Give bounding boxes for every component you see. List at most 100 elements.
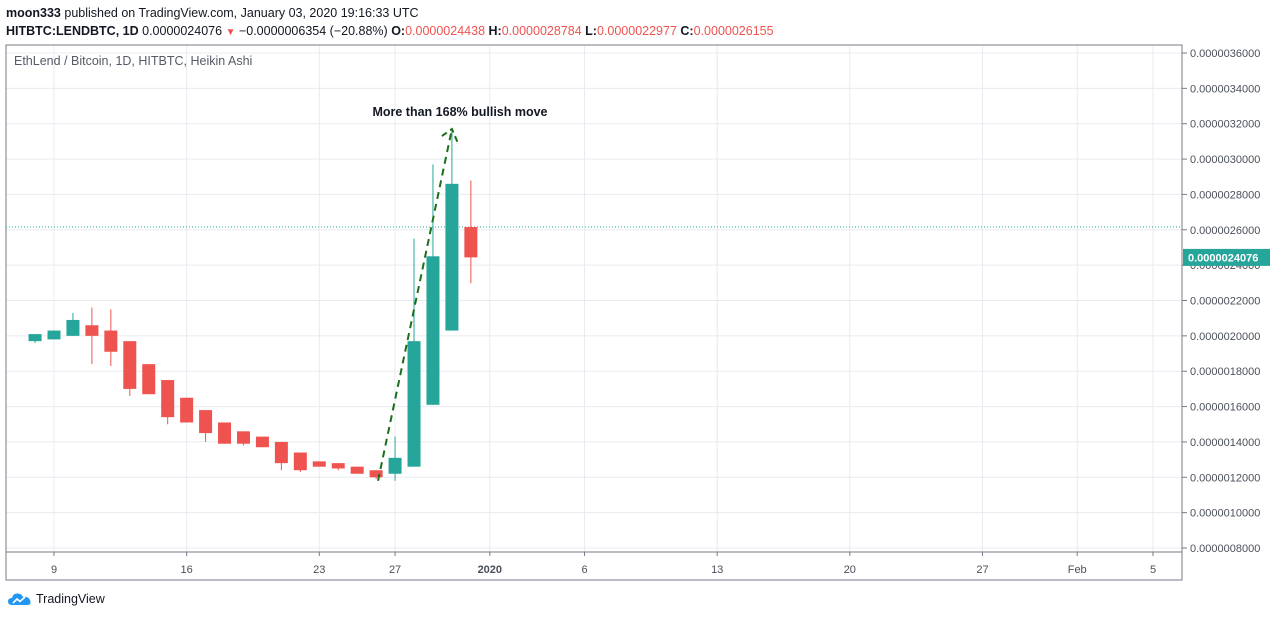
candle-up — [388, 436, 402, 481]
time-tick-label: 5 — [1150, 564, 1156, 576]
candle-up — [47, 330, 61, 340]
time-tick-label: 20 — [844, 564, 856, 576]
candle-body — [369, 470, 383, 478]
candles — [28, 129, 478, 481]
candle-down — [293, 452, 307, 472]
price-tick-label: 0.0000026000 — [1190, 225, 1260, 237]
publisher-user[interactable]: moon333 — [6, 6, 61, 20]
candle-down — [369, 470, 383, 480]
candle-body — [85, 325, 99, 336]
candle-down — [104, 309, 118, 366]
annotation-arrow-head — [441, 127, 459, 144]
price-tick-label: 0.0000022000 — [1190, 296, 1260, 308]
candle-body — [28, 334, 42, 342]
candle-down — [161, 380, 175, 425]
close-label: C: — [680, 24, 694, 38]
candle-body — [142, 364, 156, 395]
candle-body — [218, 422, 232, 444]
candle-body — [47, 330, 61, 340]
price-tick-label: 0.0000016000 — [1190, 402, 1260, 414]
low-label: L: — [585, 24, 597, 38]
candle-down — [218, 422, 232, 444]
time-tick-label: 27 — [389, 564, 401, 576]
last-price-badge: 0.0000024076 — [1183, 248, 1270, 266]
candle-down — [199, 410, 213, 442]
time-tick-label: 13 — [711, 564, 723, 576]
symbol-name: HITBTC:LENDBTC, 1D — [6, 24, 139, 38]
candle-down — [312, 461, 326, 467]
chart-header: moon333 published on TradingView.com, Ja… — [6, 4, 1274, 42]
price-axis[interactable]: 0.0000036000 0.0000034000 0.0000032000 0.00… — [1182, 48, 1260, 555]
legend-title: EthLend / Bitcoin, 1D, HITBTC, Heikin As… — [14, 54, 252, 68]
grid — [6, 45, 1182, 552]
low-value: 0.0000022977 — [596, 24, 677, 38]
time-tick-label: Feb — [1068, 564, 1087, 576]
candle-up — [407, 238, 421, 467]
high-value: 0.0000028784 — [501, 24, 582, 38]
price-tick-label: 0.0000030000 — [1190, 154, 1260, 166]
price-tick-label: 0.0000034000 — [1190, 83, 1260, 95]
open-value: 0.0000024438 — [405, 24, 486, 38]
candle-body — [199, 410, 213, 434]
candle-down — [274, 441, 288, 471]
candle-body — [464, 227, 478, 258]
price-tick-label: 0.0000014000 — [1190, 437, 1260, 449]
candle-body — [104, 330, 118, 352]
candle-body — [388, 457, 402, 474]
price-tick-label: 0.0000018000 — [1190, 366, 1260, 378]
candle-body — [274, 441, 288, 464]
publisher-text: published on TradingView.com, January 03… — [60, 6, 419, 20]
plot-area-border — [5, 44, 1183, 553]
close-value: 0.0000026155 — [693, 24, 774, 38]
cloud-logo-icon — [8, 593, 31, 605]
price-tick-label: 0.0000036000 — [1190, 48, 1260, 60]
candle-down — [123, 341, 137, 396]
candle-body — [312, 461, 326, 467]
candle-body — [123, 341, 137, 389]
candle-up — [426, 164, 440, 405]
candle-body — [180, 397, 194, 423]
candle-body — [66, 319, 80, 336]
branding-text: TradingView — [36, 592, 105, 606]
candle-down — [142, 364, 156, 395]
time-tick-label: 6 — [581, 564, 587, 576]
down-arrow-icon: ▼ — [225, 27, 236, 38]
candle-body — [445, 183, 459, 331]
candle-up — [445, 129, 459, 331]
candle-body — [426, 256, 440, 405]
candle-down — [180, 397, 194, 423]
high-label: H: — [488, 24, 502, 38]
candle-down — [255, 436, 269, 448]
symbol-line: HITBTC:LENDBTC, 1D 0.0000024076 ▼ −0.000… — [6, 22, 1274, 42]
time-tick-label: 9 — [51, 564, 57, 576]
time-tick-label: 27 — [976, 564, 988, 576]
candle-body — [407, 341, 421, 467]
candle-up — [66, 312, 80, 336]
tradingview-logo[interactable]: TradingView — [8, 592, 105, 606]
candle-down — [236, 431, 250, 446]
time-tick-label: 2020 — [478, 564, 502, 576]
time-axis[interactable]: 9 16 23 27 2020 6 13 20 27 Feb 5 — [51, 552, 1156, 576]
candle-body — [350, 466, 364, 474]
time-tick-label: 16 — [181, 564, 193, 576]
candle-down — [464, 180, 478, 284]
candle-body — [255, 436, 269, 448]
time-tick-label: 23 — [313, 564, 325, 576]
last-price: 0.0000024076 — [142, 24, 223, 38]
candle-down — [350, 466, 364, 474]
publisher-line: moon333 published on TradingView.com, Ja… — [6, 4, 1274, 22]
candle-body — [331, 463, 345, 469]
price-tick-label: 0.0000012000 — [1190, 472, 1260, 484]
price-tick-label: 0.0000020000 — [1190, 331, 1260, 343]
last-price-badge-text: 0.0000024076 — [1188, 252, 1258, 264]
candle-down — [85, 307, 99, 365]
price-tick-label: 0.0000028000 — [1190, 189, 1260, 201]
candle-body — [293, 452, 307, 471]
price-tick-label: 0.0000010000 — [1190, 508, 1260, 520]
price-tick-label: 0.0000032000 — [1190, 119, 1260, 131]
open-label: O: — [391, 24, 406, 38]
candle-up — [28, 334, 42, 343]
candle-body — [161, 380, 175, 418]
candle-body — [236, 431, 250, 444]
